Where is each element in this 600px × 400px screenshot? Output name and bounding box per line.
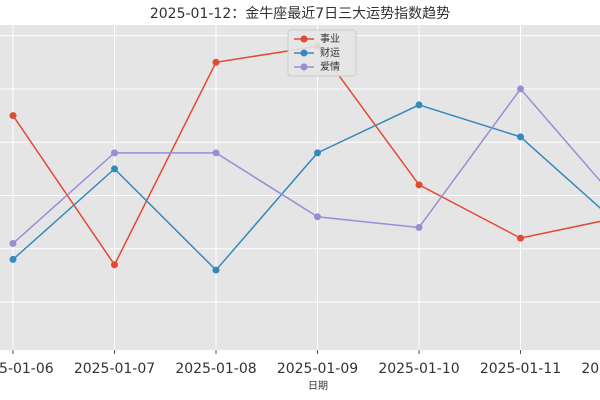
x-tick-label: 2025-01-08 <box>175 361 256 377</box>
data-point <box>9 239 17 247</box>
x-tick-label: 2025-01-10 <box>378 361 459 377</box>
data-point <box>9 112 17 120</box>
data-point <box>517 234 524 242</box>
data-point <box>314 149 321 157</box>
plot-area <box>0 25 600 350</box>
legend-label: 财运 <box>320 46 340 59</box>
data-point <box>212 58 220 66</box>
data-point <box>517 85 524 93</box>
legend-label: 事业 <box>320 32 340 45</box>
x-tick-label: 2025-01-09 <box>277 361 358 377</box>
data-point <box>314 213 321 221</box>
chart-title: 2025-01-12：金牛座最近7日三大运势指数趋势 <box>150 6 450 22</box>
x-tick-label: 2025-01-06 <box>0 361 54 377</box>
x-axis-label: 日期 <box>308 380 328 392</box>
data-point <box>212 149 220 157</box>
legend-marker <box>300 63 308 71</box>
data-point <box>517 133 524 141</box>
data-point <box>111 261 118 269</box>
legend-label: 爱情 <box>320 60 340 73</box>
x-tick-label: 2025-01-07 <box>74 361 155 377</box>
data-point <box>9 255 17 263</box>
data-point <box>415 223 423 231</box>
data-point <box>415 181 423 189</box>
data-point <box>415 101 423 109</box>
legend-marker <box>300 35 308 43</box>
data-point <box>111 149 118 157</box>
data-point <box>212 266 220 274</box>
legend-marker <box>300 49 308 57</box>
x-tick-label: 2025-01-11 <box>480 361 561 377</box>
x-tick-label: 2025-01-12 <box>581 361 600 377</box>
data-point <box>111 165 118 173</box>
